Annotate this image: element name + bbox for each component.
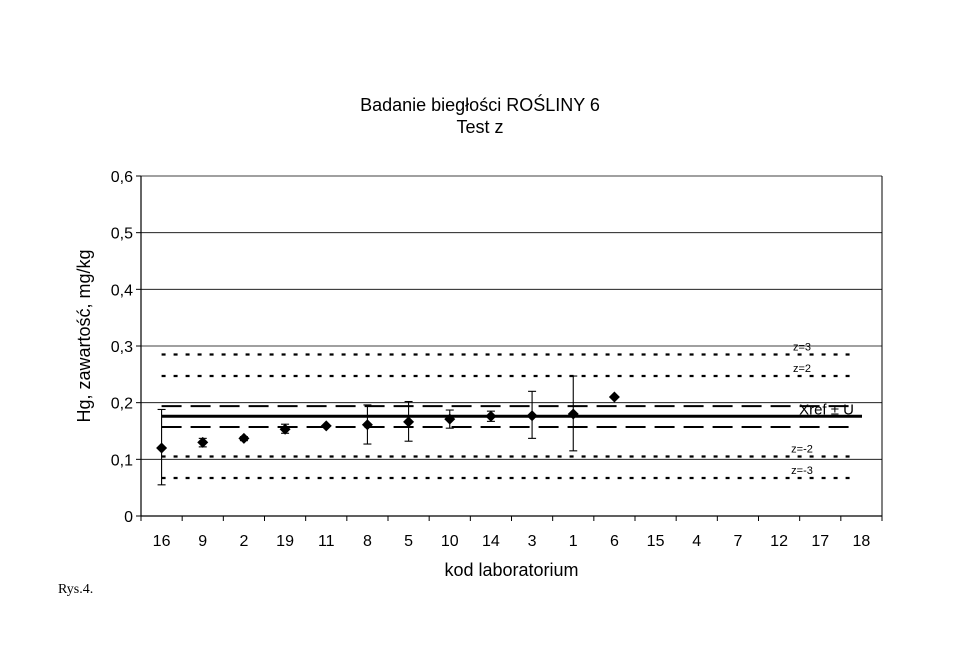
data-point	[526, 410, 538, 422]
data-point	[320, 420, 332, 432]
chart-subtitle: Test z	[456, 117, 504, 137]
x-tick-label: 19	[276, 533, 294, 550]
y-tick-label: 0,4	[111, 282, 133, 299]
labels: 00,10,20,30,40,50,616 9 2 19 11 8 5 10 14 3 1 6 15 4 7…	[74, 169, 870, 580]
reference-line-label: z=3	[793, 342, 811, 354]
chart-title: Badanie biegłości ROŚLINY 6	[360, 95, 600, 115]
figure-caption: Rys.4.	[58, 582, 94, 597]
x-tick-label: 11	[318, 533, 335, 550]
reference-line-label: Xref ± U	[799, 401, 854, 418]
data-point	[608, 391, 620, 403]
x-tick-label: 10	[441, 533, 459, 550]
reference-line-label: z=-2	[791, 444, 813, 456]
chart-title-block: Badanie biegłości ROŚLINY 6 Test z	[0, 94, 960, 138]
data-point	[238, 432, 250, 444]
x-tick-label: 15	[647, 533, 665, 550]
x-axis-title: kod laboratorium	[444, 560, 578, 580]
y-tick-label: 0,3	[111, 339, 133, 356]
y-axis-title: Hg, zawartość, mg/kg	[74, 249, 94, 422]
data-point	[197, 436, 209, 448]
reference-line-label: z=-3	[791, 465, 813, 477]
x-tick-label: 7	[733, 533, 742, 550]
x-tick-label: 6	[610, 533, 619, 550]
y-tick-label: 0	[124, 509, 133, 526]
x-tick-label: 1	[569, 533, 578, 550]
error-bars	[157, 375, 578, 486]
y-tick-label: 0,2	[111, 396, 133, 413]
data-point	[156, 442, 168, 454]
axes	[136, 175, 883, 521]
x-tick-label: 17	[811, 533, 829, 550]
x-tick-label: 2	[239, 533, 248, 550]
data-point	[444, 413, 456, 425]
y-tick-label: 0,1	[111, 452, 133, 469]
x-tick-label: 18	[853, 533, 871, 550]
data-point	[403, 416, 415, 428]
x-tick-label: 8	[363, 533, 372, 550]
data-point	[361, 419, 373, 431]
data-point	[567, 408, 579, 420]
x-tick-label: 12	[770, 533, 788, 550]
reference-lines	[161, 353, 862, 480]
data-points	[156, 391, 620, 454]
x-tick-label: 4	[692, 533, 701, 550]
grid-layer	[141, 175, 882, 460]
x-tick-label: 3	[528, 533, 537, 550]
x-tick-label: 14	[482, 533, 500, 550]
x-tick-label: 16	[153, 533, 171, 550]
reference-line-label: z=2	[793, 363, 811, 375]
data-point	[485, 410, 497, 422]
y-tick-label: 0,5	[111, 226, 133, 243]
x-tick-label: 9	[198, 533, 207, 550]
data-point	[279, 423, 291, 435]
x-tick-label: 5	[404, 533, 413, 550]
y-tick-label: 0,6	[111, 169, 133, 186]
